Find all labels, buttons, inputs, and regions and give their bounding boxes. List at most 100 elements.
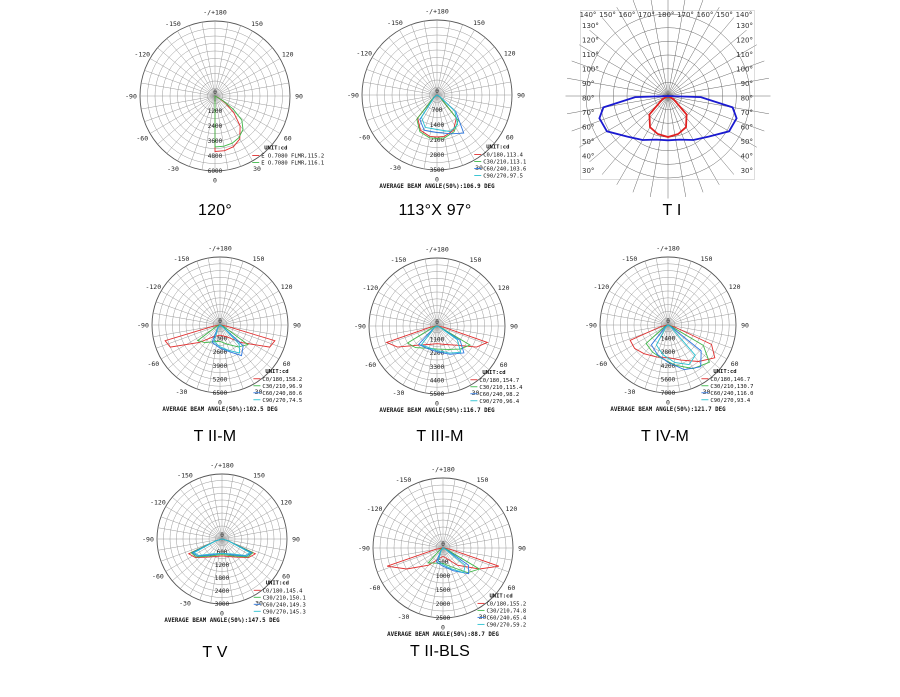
unit-label: UNIT:cd (266, 580, 289, 586)
grid-spoke (219, 324, 284, 349)
grid-spoke (604, 301, 669, 326)
grid-spoke (214, 95, 229, 170)
grid-spoke (667, 324, 703, 385)
grid-spoke (165, 506, 223, 540)
grid-spoke (221, 489, 264, 540)
grid-spoke (144, 70, 216, 97)
radial-tick-label: 7000 (661, 390, 676, 397)
grid-spoke (382, 547, 444, 584)
angle-tick-label: 60° (741, 124, 753, 132)
grid-spoke (436, 37, 486, 96)
polar-grid (151, 256, 289, 394)
chart-cell-113x97: -/+180 -150 150 -120 120 -90 90 -60 60 -30 30 0 700 1… (340, 5, 540, 250)
legend-entry: C60/240,149.3 (263, 602, 306, 608)
angle-tick-label: -150 (391, 256, 407, 264)
grid-spoke (423, 21, 438, 96)
grid-spoke (655, 257, 669, 326)
polar-grid (368, 257, 506, 395)
angle-tick-label: -90 (125, 93, 137, 101)
angle-tick-label: -60 (147, 360, 159, 368)
grid-spoke (436, 24, 463, 96)
radial-tick-label: 1100 (430, 337, 445, 344)
angle-tick-label: 30 (703, 388, 711, 396)
grid-spoke (667, 324, 736, 338)
grid-spoke (430, 479, 444, 549)
angle-tick-label: 90 (517, 92, 525, 100)
angle-tick-label: 60 (282, 573, 290, 581)
grid-spoke (221, 506, 279, 540)
angle-tick-label: -60 (364, 361, 376, 369)
grid-spoke (221, 538, 255, 596)
grid-spoke (214, 58, 281, 97)
grid-spoke (600, 312, 669, 326)
angle-tick-label: 140° (580, 11, 597, 19)
grid-spoke (382, 512, 444, 549)
angle-tick-label: 90 (295, 93, 303, 101)
grid-spoke (393, 273, 438, 327)
grid-spoke (196, 261, 221, 326)
grid-spoke (436, 325, 450, 394)
grid-spoke (442, 479, 456, 549)
angle-tick-label: 30 (479, 613, 487, 621)
grid-spoke (667, 95, 735, 175)
radial-tick-label: 1000 (436, 573, 451, 580)
angle-tick-label: 150 (251, 20, 263, 28)
radial-tick-label: 4200 (661, 363, 676, 370)
grid-spoke (436, 94, 451, 169)
grid-spoke (141, 82, 216, 97)
grid-spoke (436, 94, 511, 109)
grid-spoke (389, 502, 444, 549)
grid-spoke (363, 94, 438, 109)
angle-tick-label: 60° (582, 124, 594, 132)
radial-tick-label: 2000 (436, 601, 451, 608)
grid-spoke (219, 272, 264, 326)
radial-tick-label: 2400 (215, 588, 230, 595)
radial-tick-label: 1300 (213, 336, 228, 343)
grid-spoke (221, 538, 272, 581)
legend-entry: C60/240,65.4 (487, 615, 527, 621)
angle-tick-label: 80° (582, 95, 594, 103)
series-line-0 (385, 325, 489, 348)
grid-spoke (436, 325, 501, 350)
angle-tick-label: 150 (253, 471, 265, 479)
grid-spoke (185, 265, 221, 326)
angle-tick-label: 150 (701, 255, 713, 263)
grid-spoke (442, 502, 497, 549)
grid-spoke (167, 281, 221, 326)
grid-spoke (399, 29, 438, 96)
legend-entry: C60/240,80.6 (262, 391, 302, 397)
angle-tick-label: 120 (498, 284, 510, 292)
series-line-1 (196, 324, 249, 348)
grid-spoke (157, 527, 223, 540)
angle-tick-label: -150 (177, 471, 193, 479)
radial-tick-label: 2800 (430, 152, 445, 159)
grid-spoke (166, 95, 216, 154)
grid-spoke (156, 301, 221, 326)
grid-spoke (589, 29, 669, 97)
legend-entry: E O.7080 FLMR,116.1 (261, 161, 324, 167)
grid-spoke (156, 324, 221, 349)
polar-grid (361, 19, 513, 171)
series-line-1 (214, 95, 244, 148)
grid-spoke (221, 497, 272, 540)
angle-tick-label: 0 (435, 176, 439, 184)
chart-caption: T III-M (416, 428, 464, 445)
grid-spoke (221, 516, 284, 540)
angle-tick-label: -120 (367, 505, 383, 513)
unit-label: UNIT:cd (490, 593, 513, 599)
grid-spoke (377, 291, 438, 327)
radial-tick-label: 6500 (213, 390, 228, 397)
angle-tick-label: 30 (472, 389, 480, 397)
angle-tick-label: 90 (292, 536, 300, 544)
unit-label: UNIT:cd (486, 145, 509, 151)
grid-spoke (442, 535, 512, 549)
polar-chart-t3m: -/+180 -150 150 -120 120 -90 90 -60 60 -30 30 0 1100… (354, 246, 523, 415)
grid-spoke (141, 95, 216, 110)
angle-tick-label: -/+180 (210, 462, 234, 470)
grid-spoke (600, 324, 669, 338)
angle-tick-label: -120 (362, 284, 378, 292)
polar-chart-113x97: -/+180-150 150-120 120-90 90-60 60-30 3007001… (347, 8, 526, 191)
grid-spoke (363, 81, 438, 96)
grid-spoke (373, 302, 438, 327)
grid-spoke (436, 94, 463, 166)
